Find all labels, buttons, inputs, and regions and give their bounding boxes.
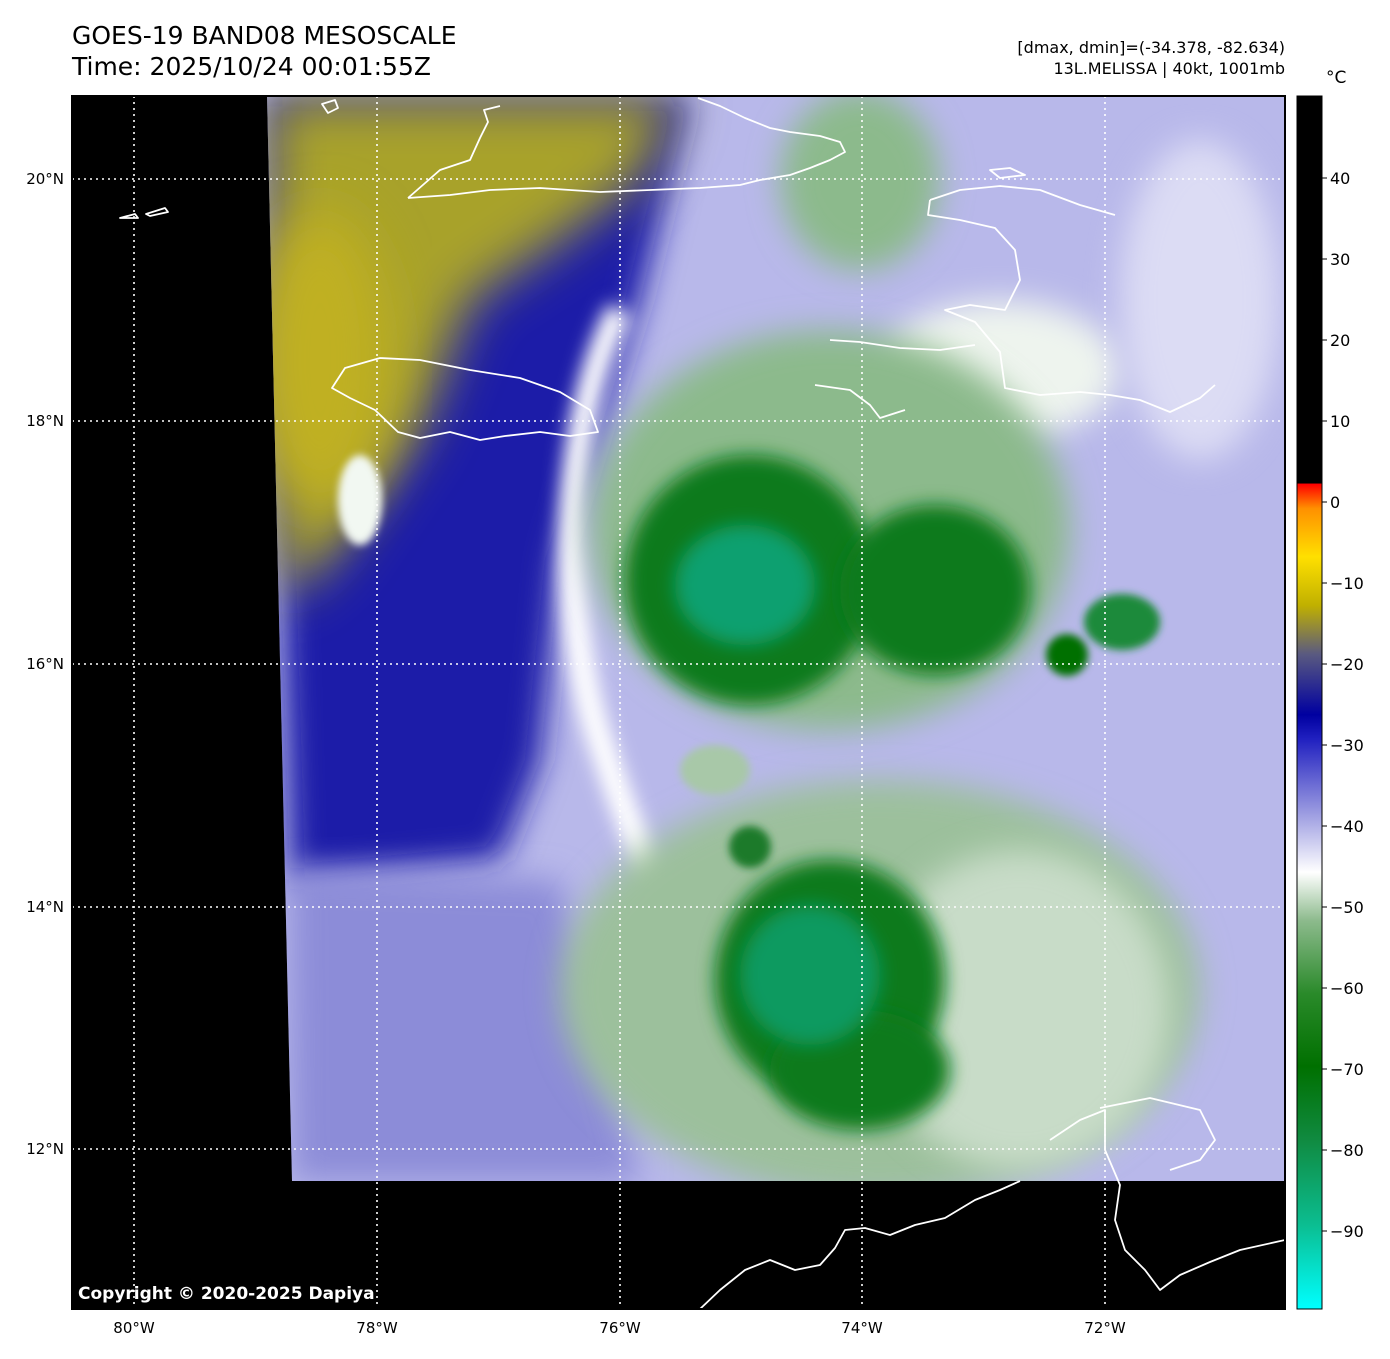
map-border: [71, 95, 1286, 1310]
colorbar-tick-label: −60: [1330, 979, 1364, 998]
colorbar-tick-label: 10: [1330, 412, 1350, 431]
colorbar-tick-label: 20: [1330, 331, 1350, 350]
colorbar-border: [1296, 95, 1323, 1310]
longitude-label: 78°W: [356, 1319, 398, 1337]
latitude-label: 16°N: [26, 655, 64, 673]
islet-west-1: [119, 213, 139, 219]
temperature-range: [dmax, dmin]=(-34.378, -82.634): [1017, 38, 1285, 57]
coastlines: [119, 97, 1285, 1309]
copyright-notice: Copyright © 2020-2025 Dapiya: [78, 1284, 375, 1304]
longitude-label: 80°W: [113, 1319, 155, 1337]
colorbar-tick-label: 30: [1330, 250, 1350, 269]
imagery-frame: [72, 96, 1285, 1309]
colorbar-tick-label: 40: [1330, 169, 1350, 188]
hispaniola-coastline: [814, 185, 1216, 419]
graticule: [72, 96, 1285, 1309]
latitude-label: 20°N: [26, 170, 64, 188]
longitude-label: 76°W: [599, 1319, 641, 1337]
water-vapor-imagery: [267, 96, 1285, 1181]
longitude-label: 72°W: [1084, 1319, 1126, 1337]
jamaica-coastline: [331, 357, 599, 441]
latitude-labels: 20°N 18°N 16°N 14°N 12°N: [26, 170, 64, 1158]
latitude-label: 18°N: [26, 412, 64, 430]
northern-convective-cluster: [590, 330, 1160, 730]
colorbar-tick-label: 0: [1330, 493, 1340, 512]
longitude-label: 74°W: [841, 1319, 883, 1337]
colorbar-tick-label: −30: [1330, 736, 1364, 755]
colorbar-tick-label: −50: [1330, 898, 1364, 917]
storm-info: 13L.MELISSA | 40kt, 1001mb: [1053, 59, 1285, 78]
latitude-label: 14°N: [26, 898, 64, 916]
colorbar-tick-label: −80: [1330, 1141, 1364, 1160]
colorbar-tick-label: −20: [1330, 655, 1364, 674]
colorbar: [1297, 96, 1322, 1309]
colorbar-tick-label: −70: [1330, 1060, 1364, 1079]
colorbar-unit: °C: [1326, 68, 1347, 88]
colorbar-tick-label: −40: [1330, 817, 1364, 836]
map-title: GOES-19 BAND08 MESOSCALE: [72, 21, 457, 50]
colorbar-ticks: 40 30 20 10 0 −10 −20 −30 −40 −50 −60 −70 −80 −90: [1322, 169, 1364, 1241]
timestamp: Time: 2025/10/24 00:01:55Z: [72, 52, 431, 81]
longitude-labels: 80°W 78°W 76°W 74°W 72°W: [113, 1319, 1126, 1337]
colorbar-tick-label: −90: [1330, 1222, 1364, 1241]
islet-cayman: [321, 99, 339, 114]
latitude-label: 12°N: [26, 1140, 64, 1158]
islet-north: [989, 167, 1026, 179]
islet-west-2: [145, 207, 169, 217]
cuba-coastline: [407, 97, 846, 199]
southern-convective-cluster: [338, 455, 1200, 1181]
colorbar-tick-label: −10: [1330, 574, 1364, 593]
